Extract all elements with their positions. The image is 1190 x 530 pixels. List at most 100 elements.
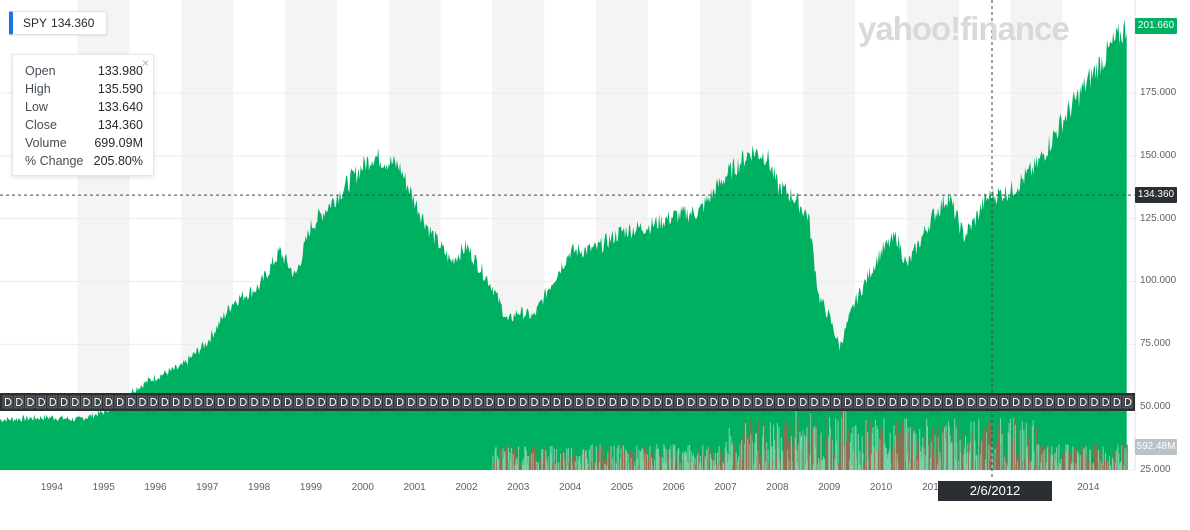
dividend-marker[interactable]: [1010, 395, 1021, 409]
dividend-marker[interactable]: [215, 395, 226, 409]
dividend-marker[interactable]: [1066, 395, 1077, 409]
dividend-marker[interactable]: [596, 395, 606, 409]
dividend-marker[interactable]: [932, 395, 942, 409]
dividend-marker[interactable]: [685, 395, 696, 409]
dividend-marker[interactable]: [1044, 395, 1054, 409]
dividend-marker[interactable]: [775, 395, 786, 409]
dividend-marker[interactable]: [965, 395, 976, 409]
dividend-marker[interactable]: [909, 395, 920, 409]
dividend-marker[interactable]: [898, 395, 909, 409]
dividend-marker[interactable]: [92, 395, 102, 409]
dividend-marker[interactable]: [271, 395, 282, 409]
dividend-marker[interactable]: [193, 395, 203, 409]
dividend-marker[interactable]: [943, 395, 954, 409]
dividend-marker[interactable]: [786, 395, 797, 409]
dividend-marker[interactable]: [226, 395, 237, 409]
dividend-marker[interactable]: [394, 395, 405, 409]
dividend-marker[interactable]: [697, 395, 707, 409]
dividend-marker[interactable]: [708, 395, 718, 409]
dividend-marker[interactable]: [249, 395, 259, 409]
dividend-marker[interactable]: [1111, 395, 1122, 409]
dividend-marker[interactable]: [540, 395, 550, 409]
dividend-marker[interactable]: [842, 395, 853, 409]
dividend-marker[interactable]: [1089, 395, 1099, 409]
dividend-marker[interactable]: [13, 395, 24, 409]
dividend-marker[interactable]: [562, 395, 573, 409]
dividend-marker[interactable]: [585, 395, 595, 409]
dividend-marker[interactable]: [473, 395, 483, 409]
dividend-marker[interactable]: [820, 395, 830, 409]
dividend-marker[interactable]: [764, 395, 774, 409]
dividend-marker[interactable]: [293, 395, 304, 409]
dividend-marker[interactable]: [69, 395, 80, 409]
dividend-marker[interactable]: [125, 395, 136, 409]
dividend-marker[interactable]: [1055, 395, 1066, 409]
dividend-marker[interactable]: [663, 395, 674, 409]
dividend-marker[interactable]: [349, 395, 360, 409]
dividend-marker[interactable]: [607, 395, 618, 409]
dividend-marker[interactable]: [484, 395, 494, 409]
dividend-marker[interactable]: [316, 395, 326, 409]
dividend-marker[interactable]: [338, 395, 349, 409]
dividend-marker[interactable]: [551, 395, 562, 409]
dividend-marker[interactable]: [954, 395, 965, 409]
dividend-marker[interactable]: [25, 395, 35, 409]
dividend-marker[interactable]: [439, 395, 450, 409]
dividend-marker[interactable]: [921, 395, 931, 409]
dividend-marker[interactable]: [2, 395, 13, 409]
dividend-marker[interactable]: [327, 395, 338, 409]
dividend-marker[interactable]: [674, 395, 685, 409]
dividend-marker[interactable]: [159, 395, 170, 409]
dividend-marker[interactable]: [237, 395, 248, 409]
dividend-marker[interactable]: [1122, 395, 1133, 409]
dividend-marker[interactable]: [741, 395, 752, 409]
dividend-marker[interactable]: [204, 395, 214, 409]
dividend-marker[interactable]: [753, 395, 763, 409]
dividend-marker[interactable]: [719, 395, 730, 409]
dividend-marker[interactable]: [876, 395, 886, 409]
dividend-marker[interactable]: [977, 395, 987, 409]
dividend-marker[interactable]: [36, 395, 46, 409]
dividend-marker[interactable]: [573, 395, 584, 409]
dividend-marker[interactable]: [865, 395, 875, 409]
dividend-marker[interactable]: [831, 395, 842, 409]
dividend-marker[interactable]: [1021, 395, 1032, 409]
dividend-marker[interactable]: [797, 395, 808, 409]
dividend-marker[interactable]: [361, 395, 371, 409]
dividend-marker[interactable]: [81, 395, 91, 409]
dividend-marker[interactable]: [461, 395, 472, 409]
dividend-marker[interactable]: [372, 395, 382, 409]
dividend-marker[interactable]: [114, 395, 125, 409]
dividend-marker[interactable]: [495, 395, 506, 409]
dividend-marker[interactable]: [305, 395, 315, 409]
dividend-marker[interactable]: [1077, 395, 1088, 409]
dividend-marker[interactable]: [988, 395, 998, 409]
dividend-marker[interactable]: [506, 395, 517, 409]
dividend-marker[interactable]: [282, 395, 293, 409]
dividend-marker[interactable]: [529, 395, 539, 409]
dividend-marker[interactable]: [887, 395, 898, 409]
dividend-marker[interactable]: [383, 395, 394, 409]
dividend-marker[interactable]: [137, 395, 147, 409]
dividend-marker[interactable]: [1100, 395, 1110, 409]
dividend-marker[interactable]: [730, 395, 741, 409]
dividend-marker[interactable]: [618, 395, 629, 409]
dividend-marker[interactable]: [641, 395, 651, 409]
dividend-marker[interactable]: [629, 395, 640, 409]
dividend-marker[interactable]: [809, 395, 819, 409]
dividend-marker[interactable]: [428, 395, 438, 409]
dividend-marker[interactable]: [1033, 395, 1043, 409]
dividend-marker[interactable]: [103, 395, 114, 409]
dividend-marker[interactable]: [517, 395, 528, 409]
dividend-marker[interactable]: [999, 395, 1010, 409]
close-icon[interactable]: ×: [141, 56, 149, 70]
dividend-marker[interactable]: [181, 395, 192, 409]
dividend-marker[interactable]: [47, 395, 58, 409]
dividend-marker[interactable]: [260, 395, 270, 409]
dividend-marker[interactable]: [853, 395, 864, 409]
ticker-badge[interactable]: SPY 134.360: [9, 11, 108, 35]
dividend-marker[interactable]: [652, 395, 662, 409]
dividend-marker[interactable]: [405, 395, 416, 409]
